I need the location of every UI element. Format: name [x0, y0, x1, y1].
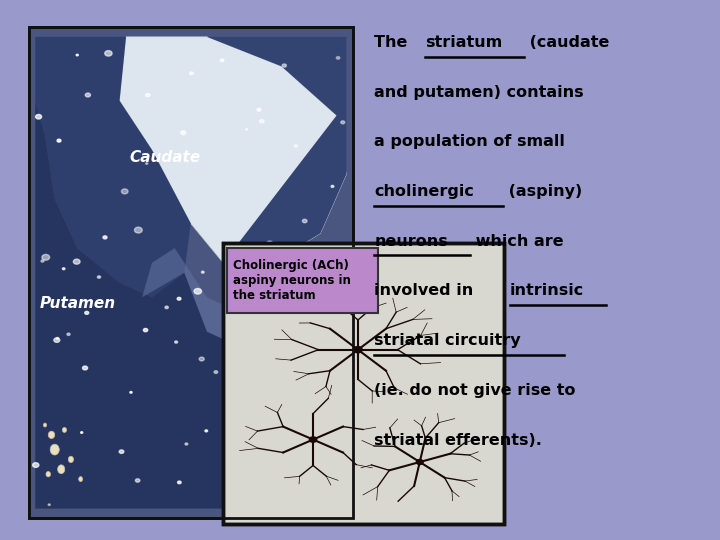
Text: striatum: striatum [425, 35, 502, 50]
Circle shape [85, 93, 91, 97]
Text: neurons: neurons [374, 234, 448, 249]
Circle shape [341, 121, 345, 124]
Ellipse shape [63, 428, 66, 433]
Circle shape [103, 236, 107, 239]
Circle shape [81, 432, 83, 433]
Text: The: The [374, 35, 413, 50]
Text: involved in: involved in [374, 284, 480, 299]
Circle shape [54, 338, 60, 342]
Circle shape [194, 288, 202, 294]
Circle shape [48, 504, 50, 505]
Text: Putamen: Putamen [40, 296, 116, 311]
Ellipse shape [58, 465, 65, 474]
Circle shape [294, 145, 297, 147]
Circle shape [122, 189, 128, 194]
Circle shape [175, 341, 178, 343]
Circle shape [316, 406, 320, 409]
Circle shape [220, 59, 224, 62]
Circle shape [57, 139, 61, 142]
Polygon shape [35, 100, 346, 509]
Circle shape [257, 109, 261, 111]
Circle shape [135, 479, 140, 482]
Text: Caudate: Caudate [130, 150, 201, 165]
FancyBboxPatch shape [223, 243, 504, 524]
Circle shape [145, 163, 148, 164]
Polygon shape [207, 37, 346, 263]
Circle shape [228, 393, 233, 396]
Text: striatal circuitry: striatal circuitry [374, 333, 521, 348]
Circle shape [63, 268, 65, 269]
Circle shape [42, 254, 50, 260]
Circle shape [130, 392, 132, 393]
FancyBboxPatch shape [227, 248, 378, 313]
Circle shape [199, 357, 204, 361]
Ellipse shape [78, 477, 83, 482]
Circle shape [67, 333, 70, 335]
Circle shape [336, 57, 340, 59]
Circle shape [233, 360, 240, 365]
Circle shape [105, 51, 112, 56]
Text: cholinergic: cholinergic [374, 184, 474, 199]
Circle shape [32, 463, 39, 468]
Circle shape [295, 307, 302, 313]
Polygon shape [120, 37, 346, 263]
FancyBboxPatch shape [29, 27, 353, 518]
Text: and putamen) contains: and putamen) contains [374, 85, 584, 100]
Polygon shape [143, 248, 262, 347]
Circle shape [97, 276, 101, 278]
Circle shape [302, 219, 307, 222]
Circle shape [295, 446, 299, 448]
Circle shape [310, 437, 317, 442]
Circle shape [214, 371, 217, 373]
Circle shape [165, 306, 168, 309]
Circle shape [120, 450, 124, 454]
Circle shape [202, 271, 204, 273]
Circle shape [256, 312, 261, 316]
Circle shape [266, 477, 273, 482]
Ellipse shape [46, 471, 50, 477]
Polygon shape [35, 37, 191, 297]
Text: striatal efferents).: striatal efferents). [374, 433, 542, 448]
Ellipse shape [50, 444, 59, 455]
Circle shape [135, 227, 143, 233]
Circle shape [177, 298, 181, 300]
Circle shape [340, 453, 343, 455]
Ellipse shape [68, 456, 73, 463]
Circle shape [73, 259, 80, 264]
Text: which are: which are [469, 234, 563, 249]
Text: Cholinergic (ACh)
aspiny neurons in
the striatum: Cholinergic (ACh) aspiny neurons in the … [233, 259, 351, 302]
Circle shape [85, 312, 89, 314]
Circle shape [35, 114, 42, 119]
Text: (aspiny): (aspiny) [503, 184, 582, 199]
Ellipse shape [43, 423, 47, 427]
Circle shape [143, 328, 148, 332]
Text: a population of small: a population of small [374, 134, 565, 150]
Circle shape [266, 241, 273, 246]
Circle shape [246, 129, 248, 130]
Circle shape [56, 338, 58, 339]
Circle shape [178, 481, 181, 484]
Circle shape [416, 460, 423, 464]
Text: (caudate: (caudate [524, 35, 610, 50]
Circle shape [331, 185, 334, 187]
Circle shape [181, 131, 186, 134]
Circle shape [312, 481, 315, 483]
Circle shape [189, 72, 193, 75]
Circle shape [326, 447, 330, 449]
Circle shape [41, 260, 44, 262]
Text: intrinsic: intrinsic [510, 284, 584, 299]
Circle shape [83, 366, 88, 370]
Circle shape [282, 64, 287, 67]
Circle shape [354, 347, 362, 353]
Circle shape [185, 443, 188, 445]
Circle shape [145, 93, 150, 97]
Ellipse shape [48, 431, 55, 438]
Circle shape [76, 54, 78, 56]
Text: (ie. do not give rise to: (ie. do not give rise to [374, 383, 576, 398]
Circle shape [259, 119, 264, 123]
Circle shape [205, 430, 207, 432]
